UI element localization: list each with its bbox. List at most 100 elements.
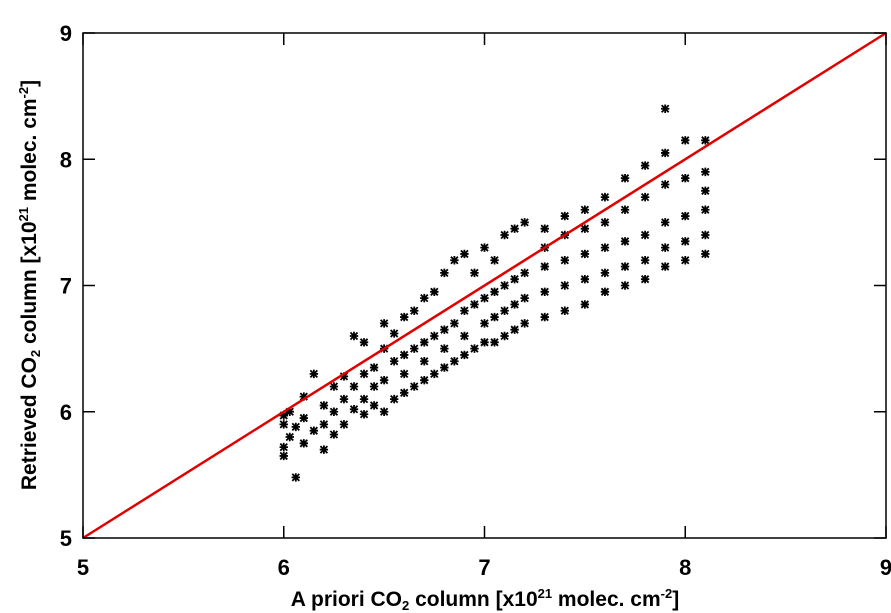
point <box>430 369 439 379</box>
point <box>701 136 710 145</box>
point <box>389 394 399 404</box>
point <box>660 218 670 227</box>
point <box>420 375 429 385</box>
point <box>430 331 439 341</box>
point <box>291 422 300 432</box>
point <box>339 372 349 381</box>
point <box>600 192 610 202</box>
point <box>620 281 630 290</box>
point <box>460 249 469 259</box>
point <box>339 420 349 429</box>
point <box>319 420 329 429</box>
point <box>285 407 294 416</box>
point <box>279 411 288 420</box>
point <box>400 312 409 322</box>
y-tick-label: 9 <box>60 21 72 46</box>
point <box>400 388 409 398</box>
y-axis-label: Retrieved CO2 column [x1021 molec. cm-2] <box>16 80 43 490</box>
point <box>681 237 690 246</box>
point <box>560 256 569 265</box>
point <box>510 300 519 309</box>
point <box>540 287 549 297</box>
point <box>580 205 590 214</box>
point <box>660 262 670 271</box>
point <box>349 382 359 391</box>
point <box>580 300 590 309</box>
plot-frame <box>82 32 887 539</box>
point <box>440 344 449 353</box>
label-text: ] <box>672 588 679 611</box>
point <box>291 473 300 482</box>
point <box>701 230 710 240</box>
point <box>379 407 389 416</box>
point <box>701 249 710 259</box>
point <box>359 369 369 379</box>
point <box>420 357 429 366</box>
point <box>500 281 509 290</box>
point <box>560 306 569 315</box>
label-text: Retrieved CO <box>18 357 41 490</box>
point <box>279 442 288 452</box>
point <box>359 338 369 347</box>
point <box>580 224 590 233</box>
y-tick-label: 7 <box>60 274 72 299</box>
point <box>410 306 419 315</box>
point <box>480 243 489 252</box>
point <box>681 173 690 183</box>
y-tick-label: 8 <box>60 147 72 172</box>
point <box>480 293 489 303</box>
point <box>681 256 690 265</box>
label-text: column [x10 <box>18 221 41 349</box>
reference-line <box>82 31 887 540</box>
point <box>299 439 309 448</box>
label-sup: -2 <box>661 586 673 601</box>
point <box>600 243 610 252</box>
point <box>640 161 650 170</box>
point <box>540 224 549 233</box>
point <box>470 300 479 309</box>
point <box>560 281 569 290</box>
x-axis-label: A priori CO2 column [x1021 molec. cm-2] <box>291 586 679 613</box>
point <box>460 306 469 315</box>
point <box>369 401 379 410</box>
point <box>520 268 529 278</box>
point <box>681 136 690 145</box>
point <box>359 394 369 404</box>
point <box>510 274 519 284</box>
point <box>420 338 429 347</box>
point <box>319 445 329 454</box>
label-sup: 21 <box>16 207 31 221</box>
label-text: column [x10 <box>409 588 537 611</box>
point <box>490 338 499 347</box>
point <box>379 375 389 385</box>
point <box>520 319 529 328</box>
point <box>400 350 409 360</box>
point <box>410 344 419 353</box>
point <box>500 230 509 240</box>
point <box>600 268 610 278</box>
x-tick-label: 7 <box>478 555 490 580</box>
point <box>701 186 710 196</box>
point <box>450 256 459 265</box>
point <box>620 205 630 214</box>
point <box>299 392 309 401</box>
point <box>500 331 509 341</box>
point <box>389 329 399 338</box>
point <box>600 287 610 297</box>
point <box>319 401 329 410</box>
point <box>420 293 429 303</box>
point <box>309 369 319 379</box>
point <box>660 180 670 189</box>
point <box>510 224 519 233</box>
point <box>640 192 650 202</box>
point <box>450 319 459 328</box>
label-text: A priori CO <box>291 588 402 611</box>
point <box>580 249 590 259</box>
point <box>660 148 670 158</box>
point <box>279 451 288 461</box>
point <box>369 382 379 391</box>
point <box>701 205 710 214</box>
point <box>279 420 288 429</box>
label-text: molec. cm <box>18 98 41 207</box>
